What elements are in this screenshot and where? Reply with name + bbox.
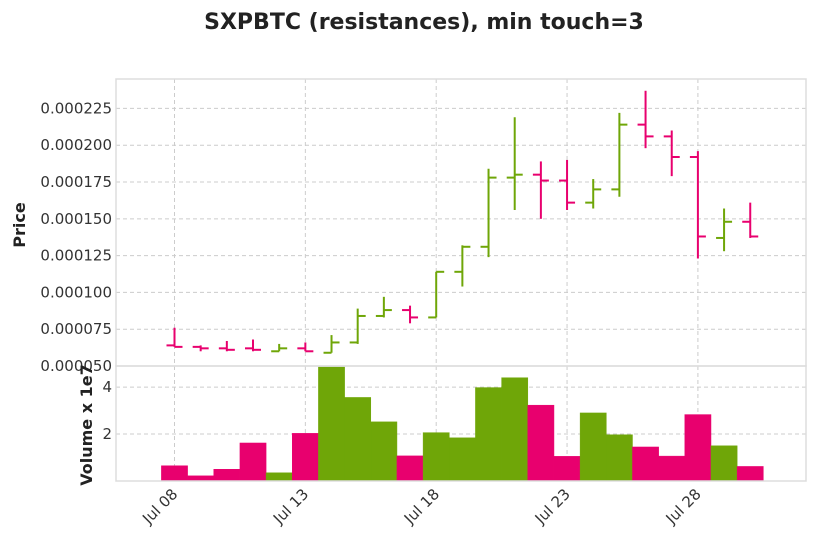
ohlc-bar (350, 309, 366, 344)
ohlc-bar (376, 297, 392, 318)
volume-y-ticks: 24 (102, 378, 112, 443)
ohlc-series (167, 91, 759, 353)
ohlc-bar (638, 91, 654, 148)
ohlc-bar (245, 340, 261, 352)
volume-bar (371, 422, 397, 481)
x-tick-label: Jul 13 (269, 485, 312, 528)
x-tick-label: Jul 08 (138, 485, 181, 528)
volume-bar (397, 456, 423, 481)
ohlc-bar (297, 342, 313, 351)
price-tick-label: 0.000225 (40, 99, 112, 117)
volume-bar (737, 466, 763, 481)
ohlc-bar (167, 328, 183, 347)
price-tick-label: 0.000150 (40, 210, 112, 228)
x-tick-label: Jul 23 (531, 485, 574, 528)
volume-bar (214, 469, 240, 481)
ohlc-bar (664, 131, 680, 177)
ohlc-bar (533, 161, 549, 218)
ohlc-bar (324, 335, 340, 353)
volume-axis-label: Volume x 1e7 (77, 364, 96, 485)
ohlc-bar (585, 179, 601, 208)
ohlc-bar (193, 345, 209, 351)
x-ticks: Jul 08 Jul 13 Jul 18 Jul 23 Jul 28 (138, 485, 705, 528)
ohlc-bar (507, 117, 523, 210)
ohlc-bar (454, 245, 470, 286)
volume-bar (685, 415, 711, 481)
price-tick-label: 0.000075 (40, 320, 112, 338)
price-axis-label: Price (10, 202, 29, 248)
price-tick-label: 0.000125 (40, 247, 112, 265)
volume-tick-label: 4 (102, 378, 112, 396)
volume-bar (475, 388, 501, 481)
price-y-ticks: 0.0000500.0000750.0001000.0001250.000150… (40, 99, 112, 375)
volume-bar (659, 456, 685, 481)
x-tick-label: Jul 28 (662, 485, 705, 528)
x-tick-label: Jul 18 (400, 485, 443, 528)
price-tick-label: 0.000175 (40, 173, 112, 191)
volume-bar (580, 413, 606, 481)
ohlc-bar (219, 341, 235, 351)
ohlc-bar (742, 203, 758, 238)
volume-bar (161, 466, 187, 481)
volume-bar (711, 446, 737, 481)
volume-bar (502, 378, 528, 481)
volume-series (161, 367, 763, 481)
price-tick-label: 0.000100 (40, 283, 112, 301)
ohlc-bar (690, 151, 706, 258)
ohlc-bar (716, 209, 732, 252)
volume-bar (292, 433, 318, 481)
price-panel-frame (116, 79, 806, 366)
volume-bar (528, 405, 554, 481)
volume-bar (240, 443, 266, 481)
volume-bar (266, 473, 292, 481)
volume-bar (423, 433, 449, 481)
volume-bar (449, 438, 475, 481)
ohlc-bar (559, 160, 575, 210)
ohlc-bar (271, 344, 287, 351)
price-grid (116, 108, 806, 329)
ohlc-bar (611, 113, 627, 197)
volume-bar (632, 447, 658, 481)
ohlc-bar (428, 272, 444, 318)
chart-title: SXPBTC (resistances), min touch=3 (204, 10, 644, 35)
volume-bar (188, 476, 214, 481)
volume-bar (318, 367, 344, 481)
volume-tick-label: 2 (102, 425, 112, 443)
ohlc-bar (402, 306, 418, 324)
volume-bar (606, 435, 632, 481)
volume-bar (554, 456, 580, 481)
price-tick-label: 0.000200 (40, 136, 112, 154)
volume-bar (345, 397, 371, 481)
